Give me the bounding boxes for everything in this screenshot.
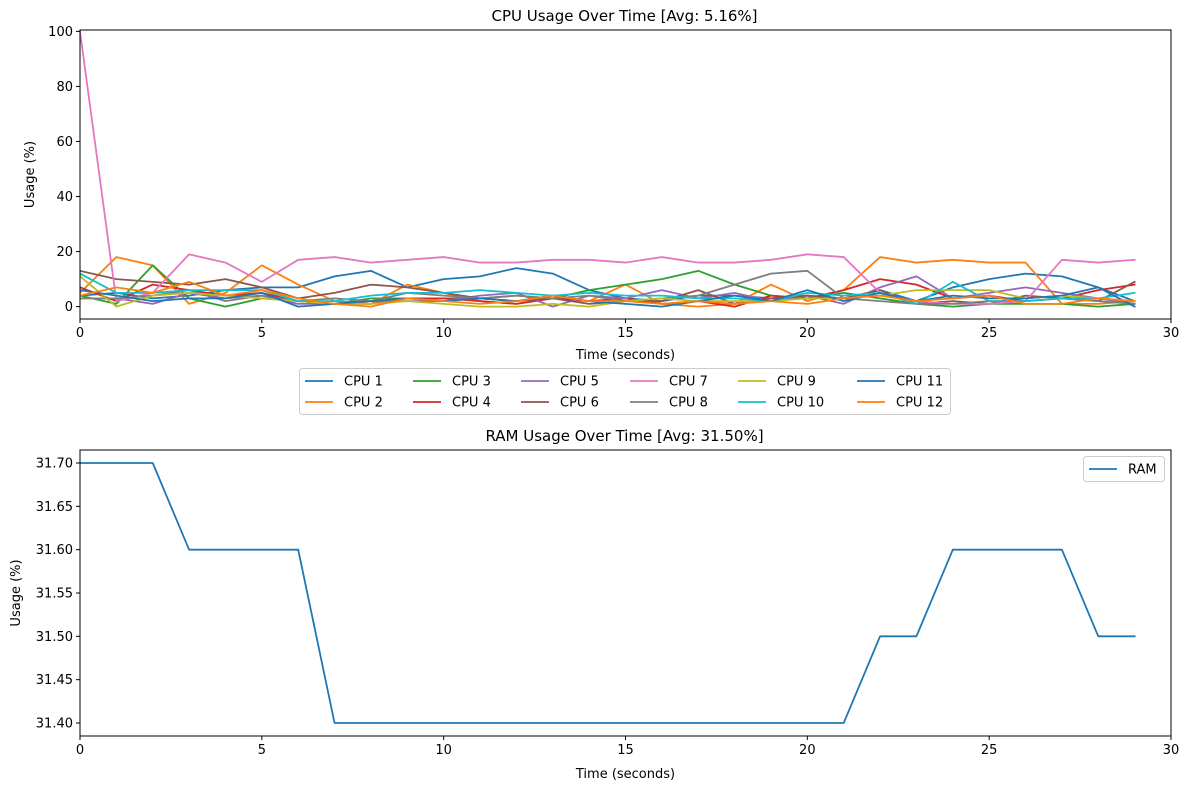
cpu-series-line-cpu-3 [80,264,1136,308]
cpu-series-line-cpu-12 [80,280,1136,308]
cpu-series-line-cpu-8 [80,269,1136,305]
ram-x-tick-label: 20 [799,743,816,758]
cpu-series-lines [80,30,1136,308]
ram-x-axis: 0 5 10 15 20 25 30 [76,736,1179,758]
cpu-usage-chart: CPU Usage Over Time [Avg: 5.16%] 0 5 10 15 2… [23,7,1179,415]
ram-x-tick-label: 25 [981,743,998,758]
ram-series-lines [80,462,1136,724]
cpu-series-line-cpu-10 [80,272,1136,305]
ram-x-tick-label: 10 [435,743,452,758]
cpu-x-tick-label: 25 [981,326,998,341]
ram-x-axis-label: Time (seconds) [575,767,675,782]
cpu-legend-label-cpu-6: CPU 6 [560,396,599,411]
cpu-y-tick-label: 40 [56,190,73,205]
ram-x-tick-label: 5 [258,743,266,758]
cpu-x-axis-label: Time (seconds) [575,348,675,363]
cpu-y-tick-label: 0 [65,300,73,315]
cpu-x-tick-label: 0 [76,326,84,341]
cpu-legend-label-cpu-9: CPU 9 [777,375,816,390]
ram-y-tick-label: 31.60 [36,543,73,558]
cpu-chart-title: CPU Usage Over Time [Avg: 5.16%] [491,7,757,25]
cpu-series-line-cpu-11 [80,286,1136,308]
cpu-legend-label-cpu-11: CPU 11 [896,375,943,390]
cpu-legend-label-cpu-3: CPU 3 [452,375,491,390]
cpu-legend-label-cpu-4: CPU 4 [452,396,491,411]
ram-y-tick-label: 31.65 [36,500,73,515]
ram-legend: RAM [1083,456,1165,482]
ram-plot-frame [79,449,1172,737]
ram-chart-title: RAM Usage Over Time [Avg: 31.50%] [485,427,763,445]
cpu-y-tick-label: 20 [56,245,73,260]
cpu-series-line-cpu-7 [80,30,1136,305]
cpu-x-tick-label: 5 [258,326,266,341]
cpu-y-axis-label: Usage (%) [23,141,38,208]
cpu-x-tick-label: 15 [617,326,634,341]
ram-y-tick-label: 31.40 [36,717,73,732]
ram-x-tick-label: 30 [1163,743,1180,758]
cpu-y-tick-label: 60 [56,135,73,150]
cpu-y-tick-label: 80 [56,80,73,95]
ram-y-tick-label: 31.55 [36,587,73,602]
cpu-legend: CPU 1 CPU 2 CPU 3 CPU 4 CPU 5 CPU 6 CPU 7 CPU 8… [299,368,951,415]
cpu-legend-label-cpu-10: CPU 10 [777,396,824,411]
cpu-series-line-cpu-2 [80,256,1136,308]
ram-usage-chart: RAM Usage Over Time [Avg: 31.50%] 0 5 10 15… [9,427,1179,782]
ram-y-tick-label: 31.45 [36,673,73,688]
cpu-series-line-cpu-9 [80,275,1136,308]
ram-legend-label-ram: RAM [1128,463,1157,478]
cpu-y-axis: 0 20 40 60 80 100 [48,25,80,315]
cpu-x-tick-label: 30 [1163,326,1180,341]
cpu-legend-label-cpu-2: CPU 2 [344,396,383,411]
ram-y-tick-label: 31.50 [36,630,73,645]
ram-legend-frame [1083,456,1165,482]
cpu-legend-label-cpu-7: CPU 7 [669,375,708,390]
cpu-legend-label-cpu-5: CPU 5 [560,375,599,390]
cpu-legend-label-cpu-1: CPU 1 [344,375,383,390]
cpu-legend-label-cpu-12: CPU 12 [896,396,943,411]
cpu-x-tick-label: 10 [435,326,452,341]
ram-series-line-ram [80,462,1136,724]
cpu-x-tick-label: 20 [799,326,816,341]
ram-y-axis-label: Usage (%) [9,559,24,626]
cpu-y-tick-label: 100 [48,25,73,40]
ram-y-tick-label: 31.70 [36,457,73,472]
ram-x-tick-label: 15 [617,743,634,758]
ram-y-axis: 31.40 31.45 31.50 31.55 31.60 31.65 31.70 [36,457,80,732]
ram-x-tick-label: 0 [76,743,84,758]
cpu-legend-frame [299,368,951,415]
cpu-x-axis: 0 5 10 15 20 25 30 [76,319,1179,341]
cpu-legend-label-cpu-8: CPU 8 [669,396,708,411]
